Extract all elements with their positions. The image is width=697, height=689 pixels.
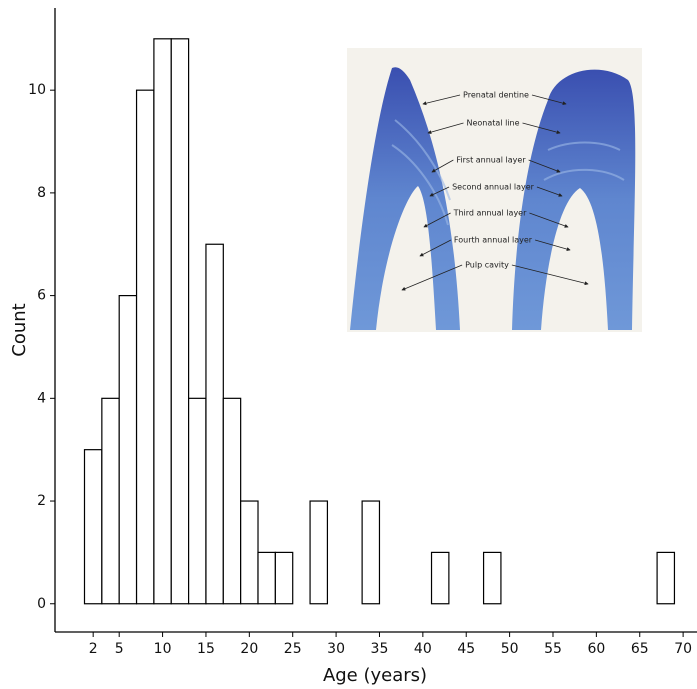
- inset-label: Prenatal dentine: [463, 91, 529, 100]
- bar: [656, 551, 676, 605]
- inset-arrow: [427, 122, 464, 135]
- x-tick-label: 50: [501, 641, 519, 657]
- inset-arrow: [422, 94, 461, 106]
- inset-arrow: [423, 212, 451, 228]
- inset-arrow: [536, 186, 563, 197]
- x-tick-label: 35: [371, 641, 389, 657]
- inset-arrow: [531, 94, 567, 106]
- bar: [205, 243, 224, 605]
- bar: [482, 551, 502, 605]
- y-tick-label: 10: [28, 82, 46, 98]
- inset-image: [347, 48, 642, 332]
- y-tick-label: 8: [37, 185, 46, 201]
- x-tick-label: 25: [284, 641, 302, 657]
- inset-arrow: [534, 239, 571, 252]
- tooth-right: [512, 69, 636, 330]
- inset-label: First annual layer: [456, 156, 526, 165]
- inset-label: Fourth annual layer: [454, 236, 533, 245]
- x-axis-label: Age (years): [323, 665, 427, 686]
- inset-label: Third annual layer: [453, 209, 528, 218]
- bar: [101, 397, 120, 605]
- x-tick-label: 70: [674, 641, 692, 657]
- bar: [361, 500, 381, 605]
- bar: [222, 397, 242, 605]
- inset-arrow: [431, 159, 454, 173]
- x-tick-label: 10: [154, 641, 172, 657]
- inset-arrow: [522, 122, 561, 135]
- x-tick-label: 65: [631, 641, 649, 657]
- y-axis-label: Count: [9, 303, 30, 356]
- x-tick-label: 55: [544, 641, 562, 657]
- inset-arrow: [429, 186, 450, 197]
- x-tick-label: 20: [240, 641, 258, 657]
- x-tick-label: 5: [115, 641, 124, 657]
- inset-arrow: [511, 264, 589, 286]
- x-tick-label: 15: [197, 641, 215, 657]
- x-tick-label: 40: [414, 641, 432, 657]
- tooth-left: [350, 67, 460, 330]
- bar: [118, 295, 138, 605]
- bar: [188, 397, 207, 605]
- y-tick-label: 2: [37, 493, 46, 509]
- bar: [240, 500, 259, 605]
- inset-label: Second annual layer: [452, 183, 535, 192]
- bar: [135, 89, 155, 605]
- bar: [83, 449, 103, 605]
- inset-label: Pulp cavity: [465, 261, 509, 270]
- x-tick-label: 45: [457, 641, 475, 657]
- inset-arrow: [401, 264, 463, 291]
- x-tick-label: 60: [587, 641, 605, 657]
- bar: [274, 551, 294, 605]
- growth-layers: [391, 119, 625, 226]
- bar: [257, 551, 276, 605]
- y-tick-label: 0: [37, 596, 46, 612]
- y-tick-label: 4: [37, 390, 46, 406]
- inset-arrow: [529, 212, 569, 228]
- bar: [170, 38, 190, 605]
- inset-arrow: [528, 159, 561, 173]
- x-tick-label: 30: [327, 641, 345, 657]
- bar: [153, 38, 172, 605]
- y-tick-label: 6: [37, 288, 46, 304]
- inset-arrow: [419, 239, 452, 257]
- bar: [430, 551, 450, 605]
- inset-label: Neonatal line: [466, 119, 519, 128]
- x-tick-label: 2: [89, 641, 98, 657]
- bar: [309, 500, 329, 605]
